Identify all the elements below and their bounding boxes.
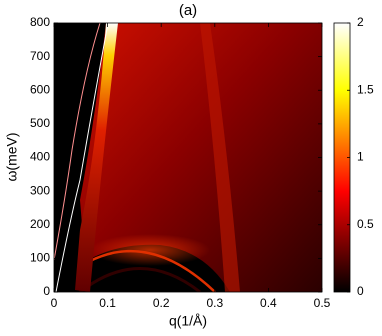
colorbar-tick-label: 2 — [357, 15, 364, 29]
y-tick-label: 100 — [30, 251, 50, 265]
y-tick-label: 0 — [43, 284, 50, 298]
y-tick-label: 800 — [30, 15, 50, 29]
heatmap — [54, 23, 322, 292]
y-tick-label: 400 — [30, 150, 50, 164]
colorbar-tick-label: 1.5 — [357, 82, 374, 96]
chart-title: (a) — [179, 2, 197, 19]
colorbar-tick-label: 0 — [357, 284, 364, 298]
y-tick-label: 300 — [30, 183, 50, 197]
colorbar-tick-label: 0.5 — [357, 217, 374, 231]
y-tick-label: 500 — [30, 116, 50, 130]
x-tick-label: 0.5 — [314, 296, 331, 310]
x-tick-label: 0.1 — [99, 296, 116, 310]
y-tick-label: 200 — [30, 217, 50, 231]
x-tick-label: 0.3 — [206, 296, 223, 310]
x-axis-label: q(1/Å) — [169, 313, 207, 329]
y-tick-label: 600 — [30, 82, 50, 96]
colorbar-tick-label: 1 — [357, 150, 364, 164]
x-tick-label: 0.4 — [260, 296, 277, 310]
y-axis-label: ω(meV) — [4, 132, 20, 181]
x-tick-label: 0.2 — [153, 296, 170, 310]
y-tick-label: 700 — [30, 49, 50, 63]
x-tick-label: 0 — [51, 296, 58, 310]
